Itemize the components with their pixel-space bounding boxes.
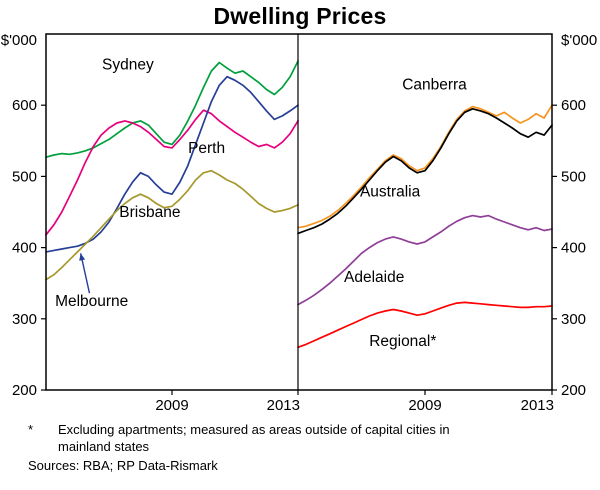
annotation-arrowhead (79, 253, 86, 261)
y-tick-label-right: 500 (561, 168, 586, 185)
x-tick-label: 2009 (408, 397, 441, 414)
y-tick-label-right: 200 (561, 382, 586, 399)
series-line-australia (297, 107, 553, 235)
series-label-melbourne: Melbourne (55, 293, 128, 310)
unit-label-right: $'000 (561, 32, 597, 49)
series-line-brisbane (45, 169, 299, 281)
series-line-canberra (297, 104, 553, 229)
footnote: * Excluding apartments; measured as area… (28, 421, 580, 455)
plot-frame (45, 33, 553, 391)
series-label-regional: Regional* (369, 333, 436, 350)
x-tick-label: 2013 (521, 397, 554, 414)
chart-title: Dwelling Prices (213, 3, 387, 29)
series-label-perth: Perth (188, 140, 225, 157)
series-label-australia: Australia (360, 183, 421, 200)
dwelling-prices-chart: 200 200 300 300 400 400 500 500 600 600 $'000 $'000… (1, 32, 597, 414)
y-tick-label-left: 200 (12, 382, 37, 399)
y-tick-label-left: 600 (12, 97, 37, 114)
series-label-brisbane: Brisbane (119, 204, 180, 221)
series-label-adelaide: Adelaide (344, 269, 404, 286)
footnote-text: Excluding apartments; measured as areas … (58, 422, 450, 455)
sources-line: Sources: RBA; RP Data-Rismark (28, 458, 218, 474)
y-tick-label-right: 300 (561, 311, 586, 328)
y-tick-label-left: 300 (12, 311, 37, 328)
series-label-sydney: Sydney (102, 57, 154, 74)
y-tick-label-right: 600 (561, 97, 586, 114)
y-tick-label-left: 500 (12, 168, 37, 185)
y-tick-label-left: 400 (12, 240, 37, 257)
unit-label-left: $'000 (1, 32, 37, 49)
footnote-marker: * (28, 422, 34, 437)
series-line-regional (297, 301, 553, 349)
series-line-adelaide (297, 214, 553, 306)
series-line-perth (45, 109, 299, 236)
x-tick-label: 2009 (155, 397, 188, 414)
footnotes: * Excluding apartments; measured as area… (0, 416, 600, 474)
x-tick-label: 2013 (267, 397, 300, 414)
y-tick-label-right: 400 (561, 240, 586, 257)
series-label-canberra: Canberra (402, 77, 467, 94)
series-line-sydney (45, 60, 299, 159)
